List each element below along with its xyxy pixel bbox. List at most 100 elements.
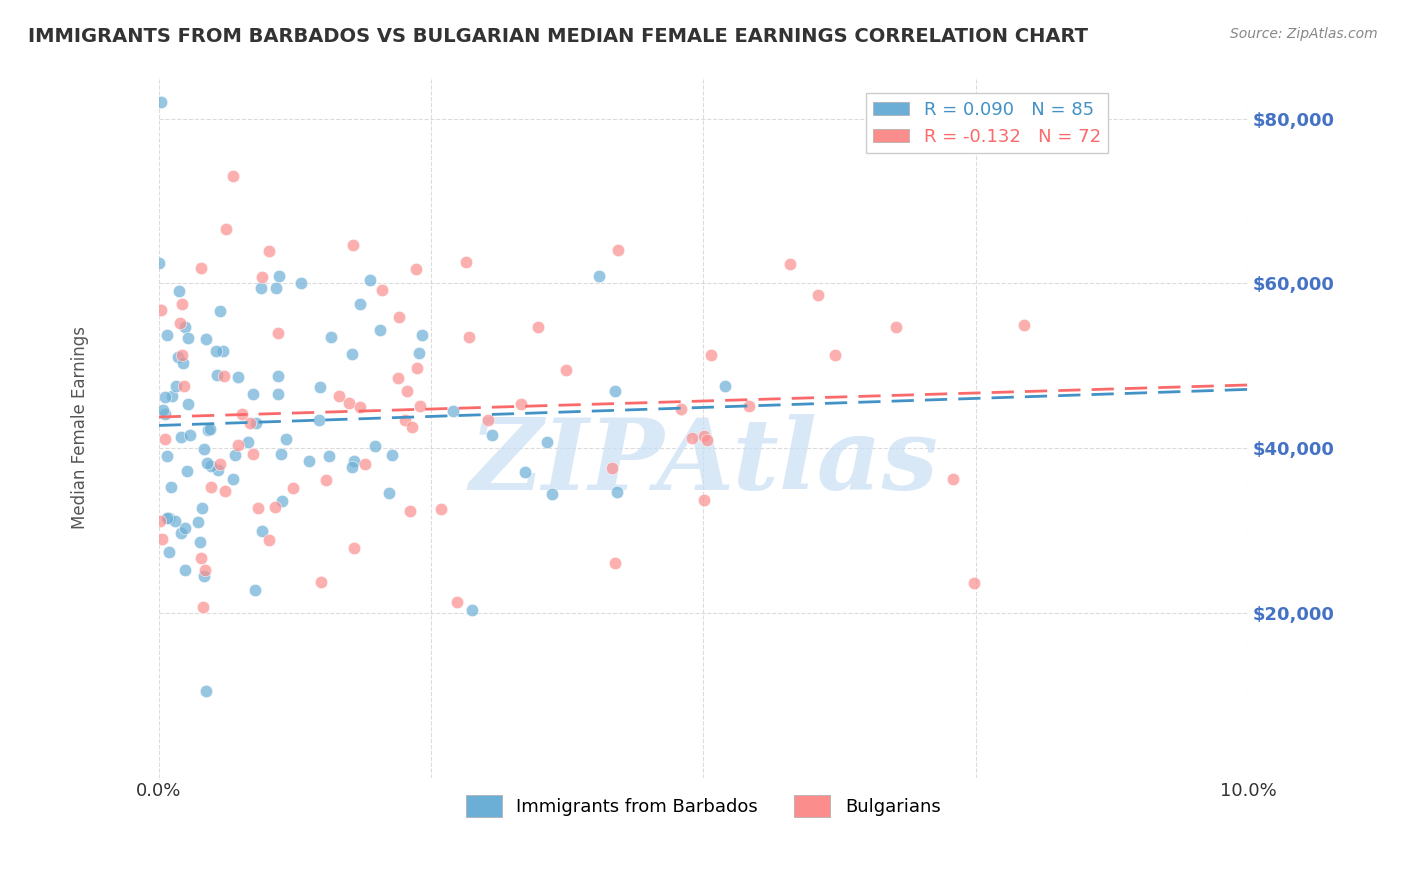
Point bbox=[156, 449, 179, 463]
Point bbox=[267, 369, 290, 384]
Y-axis label: Median Female Earnings: Median Female Earnings bbox=[72, 326, 89, 529]
Point bbox=[200, 459, 222, 474]
Point bbox=[264, 281, 287, 295]
Point bbox=[457, 330, 479, 344]
Point bbox=[541, 487, 564, 501]
Point bbox=[942, 472, 965, 486]
Point bbox=[309, 575, 332, 590]
Point bbox=[231, 408, 253, 422]
Point bbox=[824, 348, 846, 362]
Point bbox=[170, 525, 193, 540]
Point bbox=[779, 257, 801, 271]
Point bbox=[363, 439, 385, 453]
Point bbox=[259, 244, 281, 258]
Point bbox=[290, 277, 312, 291]
Point bbox=[215, 222, 238, 236]
Point bbox=[193, 600, 215, 615]
Point bbox=[214, 484, 236, 499]
Point bbox=[246, 501, 269, 516]
Point bbox=[430, 502, 453, 516]
Point bbox=[176, 331, 198, 345]
Point bbox=[157, 544, 180, 558]
Point bbox=[188, 535, 211, 549]
Point bbox=[308, 380, 330, 394]
Point bbox=[176, 464, 198, 478]
Point bbox=[328, 389, 350, 403]
Point bbox=[174, 563, 197, 577]
Point bbox=[349, 400, 371, 414]
Point bbox=[693, 428, 716, 442]
Point bbox=[337, 396, 360, 410]
Point bbox=[208, 457, 231, 471]
Point bbox=[671, 402, 693, 417]
Point bbox=[226, 369, 249, 384]
Point bbox=[267, 387, 290, 401]
Point bbox=[340, 460, 363, 475]
Point bbox=[353, 457, 375, 471]
Point bbox=[394, 413, 416, 427]
Point bbox=[155, 327, 177, 342]
Text: IMMIGRANTS FROM BARBADOS VS BULGARIAN MEDIAN FEMALE EARNINGS CORRELATION CHART: IMMIGRANTS FROM BARBADOS VS BULGARIAN ME… bbox=[28, 27, 1088, 45]
Point bbox=[150, 95, 173, 110]
Point bbox=[405, 261, 427, 276]
Point bbox=[411, 328, 433, 343]
Point bbox=[159, 480, 181, 494]
Point bbox=[236, 434, 259, 449]
Point bbox=[368, 323, 391, 337]
Point bbox=[603, 556, 626, 570]
Point bbox=[257, 533, 280, 547]
Point bbox=[343, 454, 366, 468]
Point bbox=[221, 472, 243, 486]
Point bbox=[555, 363, 578, 377]
Point bbox=[191, 500, 214, 515]
Point bbox=[250, 270, 273, 285]
Point bbox=[156, 511, 179, 525]
Point bbox=[165, 378, 187, 392]
Point bbox=[226, 438, 249, 452]
Point bbox=[174, 319, 197, 334]
Point bbox=[454, 255, 477, 269]
Point bbox=[148, 256, 170, 270]
Point bbox=[207, 463, 229, 477]
Point bbox=[527, 320, 550, 334]
Point bbox=[193, 442, 215, 457]
Point bbox=[239, 417, 262, 431]
Point bbox=[172, 348, 194, 362]
Point bbox=[224, 448, 246, 462]
Point bbox=[208, 303, 231, 318]
Point bbox=[205, 344, 228, 359]
Point bbox=[160, 389, 183, 403]
Point bbox=[174, 521, 197, 535]
Point bbox=[193, 569, 215, 583]
Point bbox=[190, 260, 212, 275]
Point bbox=[179, 428, 201, 442]
Point bbox=[200, 480, 222, 494]
Point bbox=[149, 515, 172, 529]
Point bbox=[360, 273, 382, 287]
Point bbox=[714, 379, 737, 393]
Point bbox=[167, 350, 190, 364]
Point bbox=[962, 576, 984, 591]
Point bbox=[692, 493, 714, 508]
Point bbox=[243, 583, 266, 598]
Point bbox=[167, 284, 190, 298]
Point bbox=[242, 387, 264, 401]
Point bbox=[342, 238, 364, 252]
Point bbox=[172, 356, 194, 370]
Point bbox=[276, 432, 298, 446]
Point bbox=[197, 423, 219, 437]
Point bbox=[600, 461, 623, 475]
Point bbox=[446, 595, 468, 609]
Point bbox=[190, 551, 212, 566]
Point bbox=[536, 434, 558, 449]
Point bbox=[406, 361, 429, 376]
Point bbox=[1014, 318, 1036, 333]
Point bbox=[153, 391, 176, 405]
Point bbox=[315, 473, 337, 487]
Point bbox=[194, 563, 217, 577]
Point bbox=[387, 371, 409, 385]
Point bbox=[271, 494, 294, 508]
Text: Source: ZipAtlas.com: Source: ZipAtlas.com bbox=[1230, 27, 1378, 41]
Point bbox=[319, 330, 342, 344]
Point bbox=[149, 302, 172, 317]
